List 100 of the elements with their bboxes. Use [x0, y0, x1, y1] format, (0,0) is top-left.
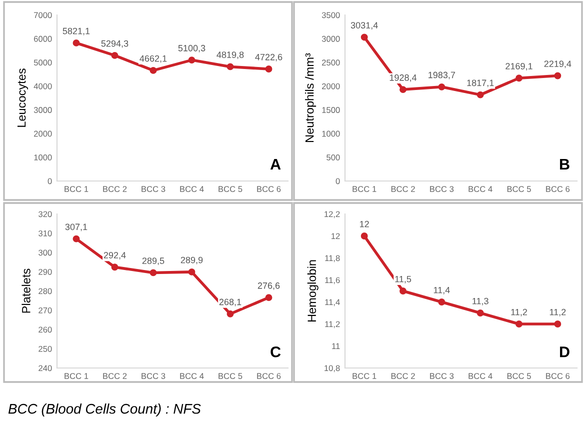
y-axis-title: Leucocytes: [17, 68, 28, 127]
data-label: 1817,1: [467, 80, 494, 88]
x-tick-label: BCC 4: [468, 373, 492, 379]
point: [188, 56, 196, 64]
y-tick-label: 4000: [34, 83, 52, 90]
data-label: 4662,1: [140, 55, 167, 63]
data-label: 3031,4: [350, 22, 378, 30]
x-tick-label: BCC 2: [391, 373, 415, 379]
y-tick-label: 250: [38, 346, 52, 352]
data-label: 289,5: [142, 258, 164, 266]
y-tick-label: 310: [38, 230, 52, 236]
x-tick-label: BCC 1: [352, 186, 376, 192]
point: [516, 74, 522, 82]
point: [150, 66, 157, 74]
text: BCC (Blood Cells Count) : NFS: [8, 404, 201, 416]
data-label: 5821,1: [62, 28, 90, 36]
point: [360, 232, 368, 240]
data-label: 2169,1: [506, 63, 532, 70]
annotation: B: [560, 159, 570, 170]
y-tick-label: 0: [48, 178, 52, 184]
y-tick-label: 320: [38, 211, 52, 218]
data-label: 5294,3: [101, 40, 128, 48]
y-tick-label: 3500: [322, 12, 340, 18]
y-tick-label: 280: [38, 288, 52, 294]
point: [111, 52, 118, 59]
y-axis-title: Hemoglobin: [307, 260, 318, 322]
point: [188, 268, 196, 276]
x-tick-label: BCC 5: [218, 186, 242, 192]
data-label: 276,6: [258, 282, 280, 290]
point: [400, 288, 406, 294]
y-tick-label: 10,8: [324, 365, 340, 372]
x-tick-label: BCC 2: [103, 186, 127, 192]
y-tick-label: 2500: [322, 60, 340, 66]
x-tick-label: BCC 5: [507, 186, 531, 192]
point: [400, 86, 406, 94]
y-tick-label: 1000: [34, 154, 52, 160]
y-tick-label: 6000: [34, 36, 52, 42]
x-tick-label: BCC 6: [546, 373, 570, 379]
point: [265, 66, 272, 72]
annotation: A: [270, 159, 281, 170]
point: [476, 91, 484, 98]
x-tick-label: BCC 5: [507, 373, 531, 379]
data-label: 268,1: [219, 298, 242, 306]
y-tick-label: 290: [38, 268, 52, 275]
y-tick-label: 270: [38, 307, 52, 314]
point: [438, 298, 446, 306]
x-tick-label: BCC 3: [142, 373, 166, 379]
x-tick-label: BCC 4: [180, 373, 204, 379]
point: [226, 310, 234, 318]
y-axis-title: Neutrophils /mm³: [305, 53, 316, 142]
y-tick-label: 12: [332, 233, 340, 240]
point: [111, 264, 118, 271]
y-tick-label: 5000: [34, 60, 52, 66]
data-label: 11,2: [550, 308, 566, 316]
y-tick-label: 7000: [34, 12, 52, 18]
data-label: 11,2: [511, 308, 527, 316]
annotation: D: [560, 346, 570, 358]
x-tick-label: BCC 5: [218, 373, 242, 379]
x-tick-label: BCC 3: [430, 373, 454, 379]
y-tick-label: 3000: [34, 107, 52, 113]
y-tick-label: 240: [38, 365, 52, 372]
y-tick-label: 11: [332, 343, 340, 350]
data-label: 4722,6: [255, 54, 282, 62]
y-tick-label: 1000: [322, 130, 340, 137]
data-label: 12: [360, 220, 369, 228]
x-tick-label: BCC 3: [142, 186, 166, 192]
x-tick-label: BCC 1: [64, 373, 88, 379]
data-label: 11,3: [472, 298, 488, 306]
data-label: 11,5: [395, 276, 412, 284]
x-tick-label: BCC 1: [64, 186, 88, 192]
y-tick-label: 11,4: [325, 299, 340, 306]
y-axis-title: Platelets: [22, 268, 30, 313]
point: [516, 320, 522, 328]
x-tick-label: BCC 3: [430, 186, 454, 192]
y-tick-label: 500: [326, 154, 340, 160]
y-tick-label: 1500: [322, 107, 340, 113]
point: [438, 83, 446, 90]
y-tick-label: 3000: [322, 36, 340, 42]
x-tick-label: BCC 4: [468, 186, 492, 192]
x-tick-label: BCC 2: [103, 373, 127, 379]
data-label: 2219,4: [544, 60, 572, 68]
annotation: C: [270, 346, 281, 358]
point: [150, 269, 157, 276]
y-tick-label: 2000: [34, 130, 52, 137]
data-label: 289,9: [180, 256, 203, 264]
x-tick-label: BCC 6: [257, 373, 281, 379]
y-tick-label: 2000: [322, 83, 340, 90]
y-tick-label: 11,6: [325, 277, 340, 284]
data-label: 5100,3: [178, 44, 206, 52]
x-tick-label: BCC 4: [180, 186, 204, 192]
y-tick-label: 11,2: [325, 321, 340, 328]
point: [226, 63, 234, 70]
data-label: 1928,4: [390, 74, 417, 82]
y-tick-label: 260: [38, 326, 52, 333]
x-tick-label: BCC 1: [352, 373, 376, 379]
x-tick-label: BCC 6: [257, 186, 281, 192]
data-label: 1983,7: [428, 72, 456, 80]
point: [265, 294, 272, 302]
point: [360, 34, 368, 41]
data-label: 4819,8: [216, 52, 244, 60]
